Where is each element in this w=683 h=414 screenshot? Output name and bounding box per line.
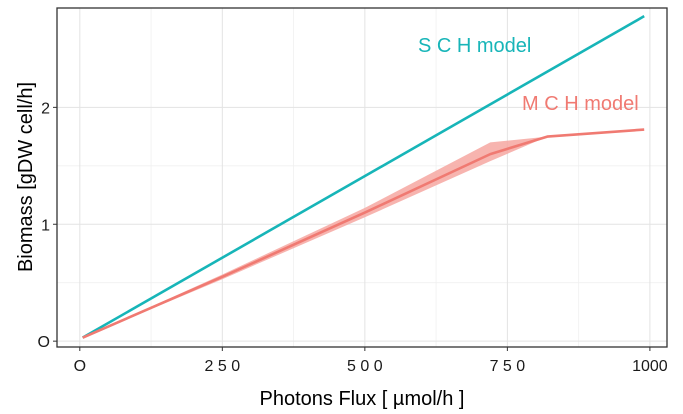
x-tick-label: O	[74, 358, 86, 375]
tick-labels: O 2 5 0 5 0 0 7 5 0 1000 O 1 2	[38, 100, 668, 375]
y-tick-label: 2	[41, 100, 50, 117]
x-tick-label: 2 5 0	[205, 358, 241, 375]
mch-model-label: M C H model	[522, 93, 639, 115]
sch-model-label: S C H model	[418, 35, 531, 57]
y-tick-label: 1	[41, 217, 50, 234]
x-tick-label: 1000	[632, 358, 668, 375]
x-tick-label: 7 5 0	[490, 358, 526, 375]
series-line-1	[82, 128, 645, 339]
axis-ticks	[53, 106, 651, 351]
x-axis-title: Photons Flux [ µmol/h ]	[260, 388, 465, 410]
series-layer	[82, 15, 645, 339]
plot-border	[56, 7, 668, 348]
x-tick-label: 5 0 0	[347, 358, 383, 375]
y-axis-title: Biomass [gDW cell/h]	[15, 82, 37, 272]
series-line-0	[82, 15, 645, 339]
grid-major	[57, 8, 667, 347]
y-tick-label: O	[38, 334, 50, 351]
